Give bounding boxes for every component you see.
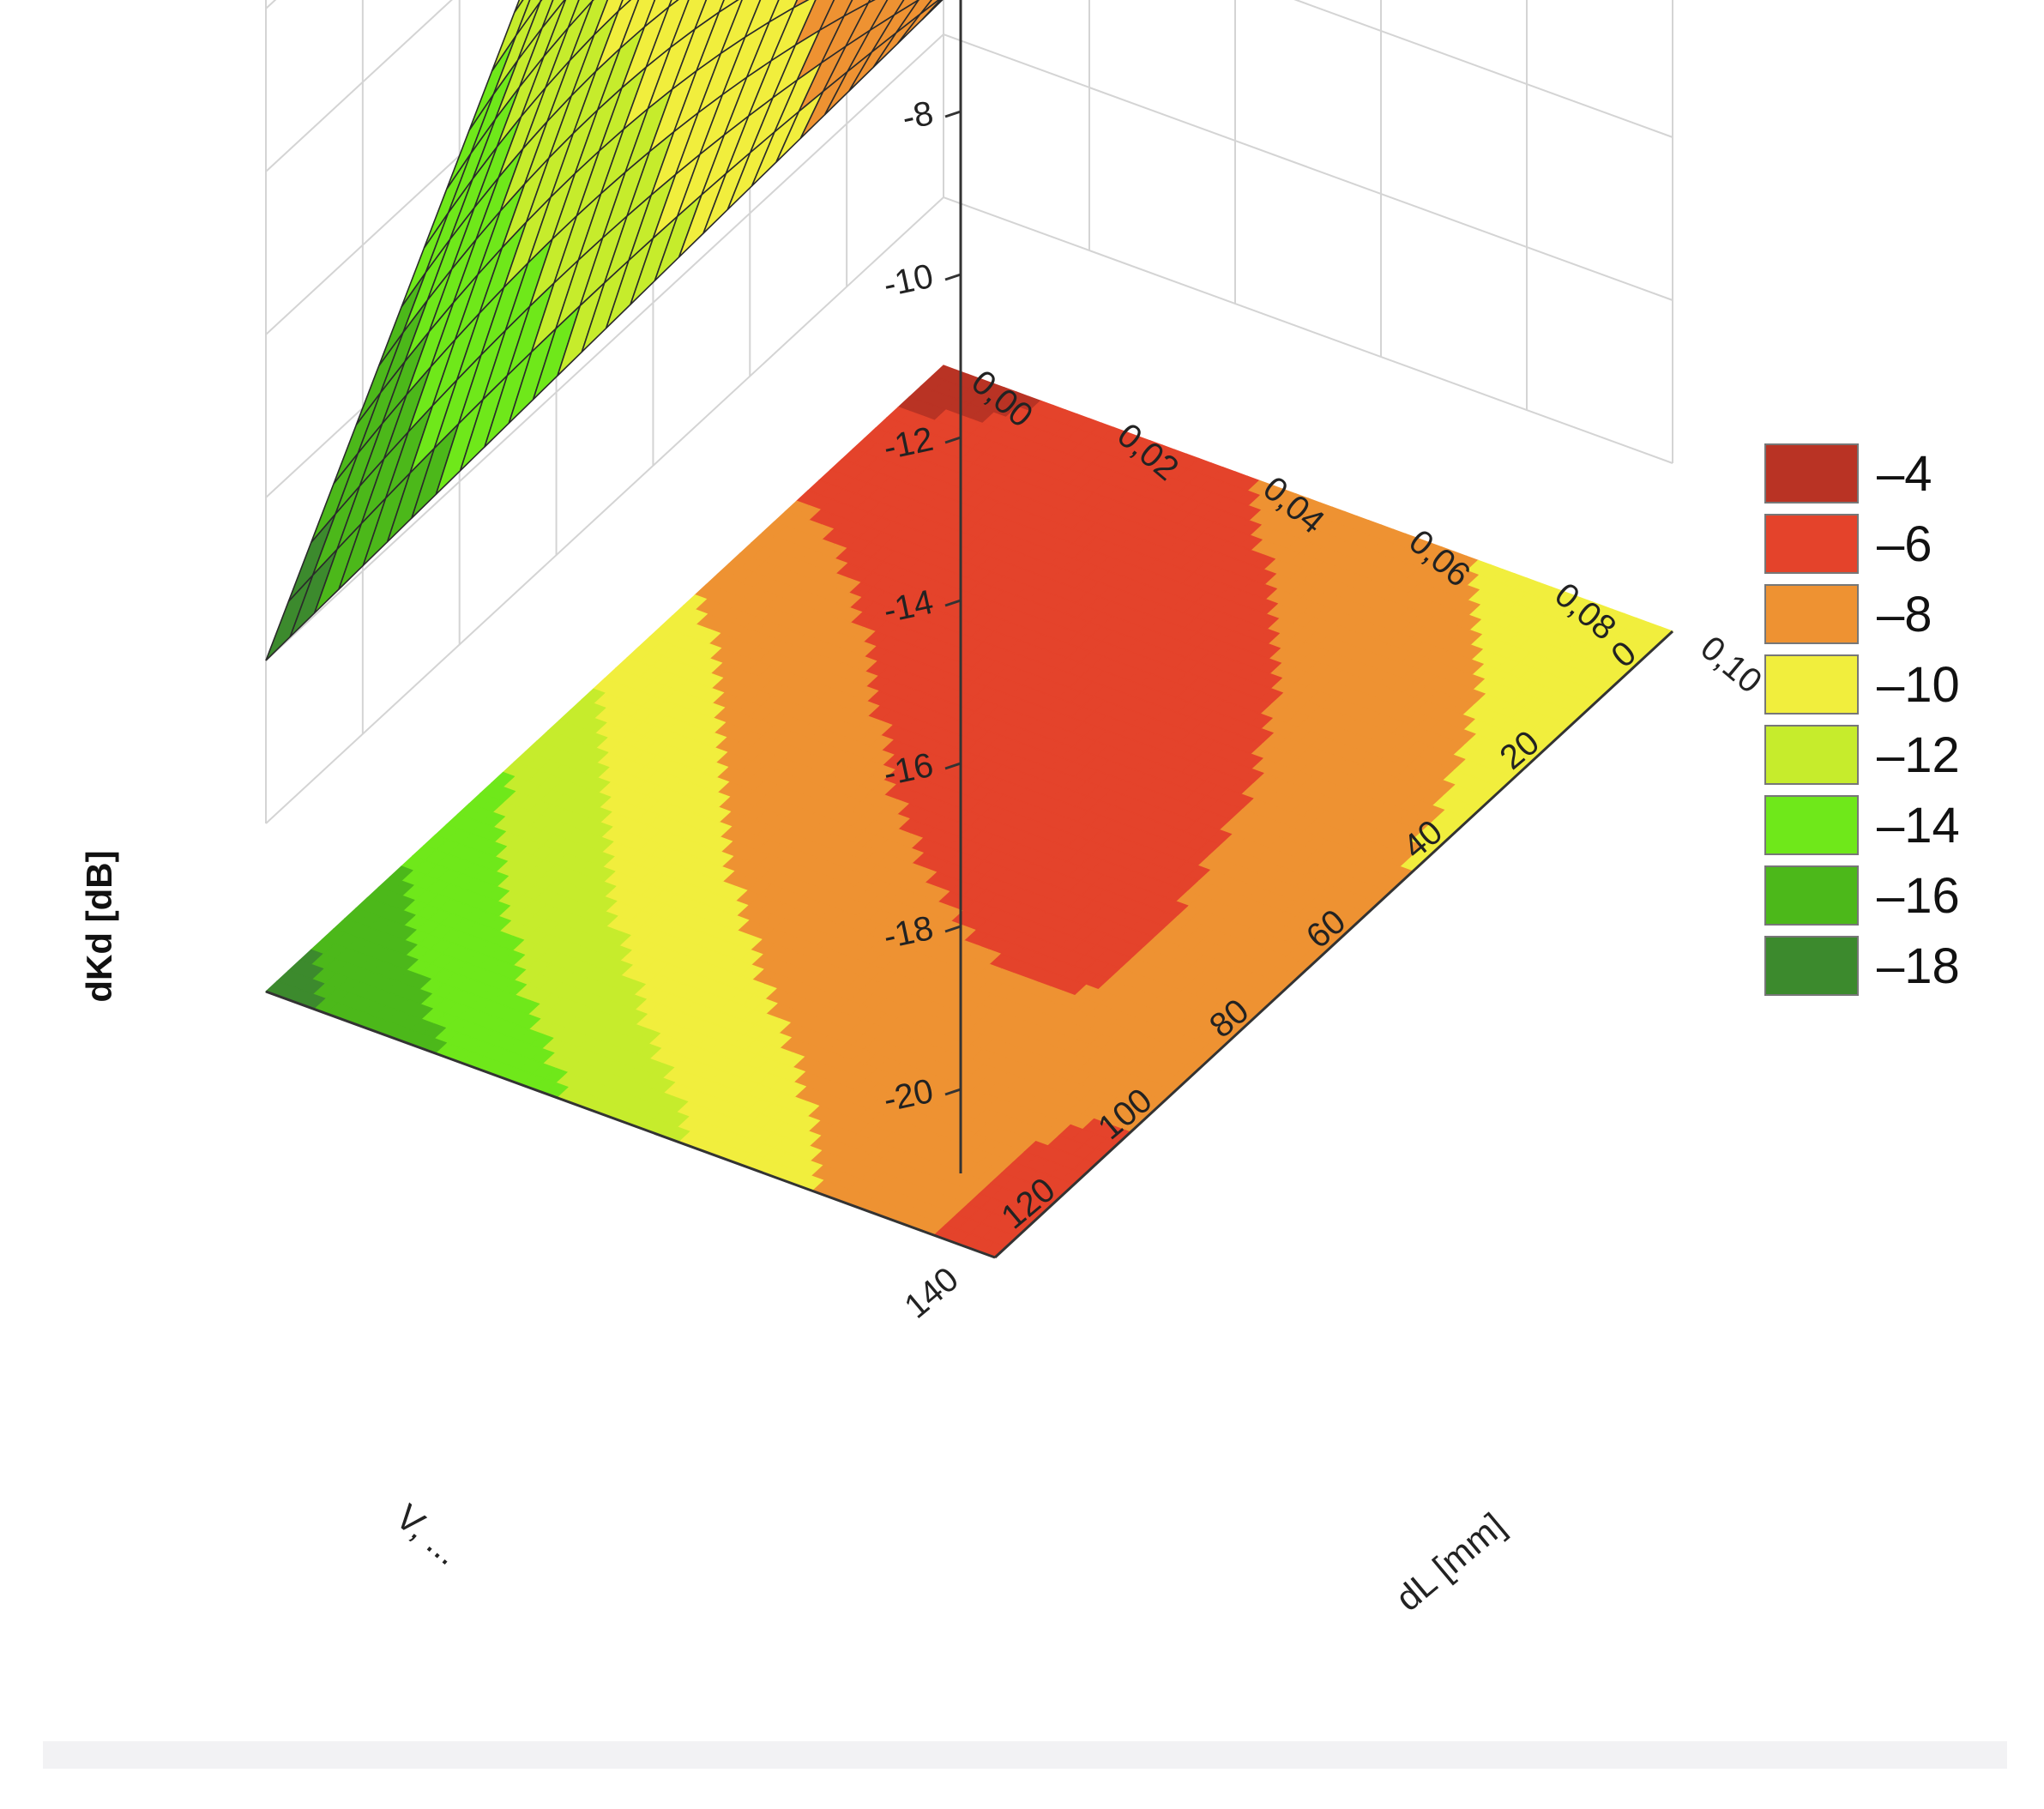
x-axis-title: dL [mm]: [1388, 1505, 1512, 1619]
legend-swatch: [1764, 725, 1859, 785]
bottom-band: [43, 1741, 2007, 1769]
legend-label: –8: [1877, 587, 1932, 642]
z-tick-mark: [944, 273, 962, 281]
legend-swatch: [1764, 443, 1859, 504]
legend-label: –12: [1877, 727, 1960, 783]
z-axis-title: dKd [dB]: [79, 850, 119, 1002]
legend-swatch: [1764, 936, 1859, 996]
contour-floor: [264, 365, 1674, 1258]
legend-label: –16: [1877, 868, 1960, 924]
legend-label: –14: [1877, 798, 1960, 853]
gridline-z: [265, 0, 277, 9]
legend-label: –10: [1877, 657, 1960, 713]
legend-label: –4: [1877, 446, 1932, 502]
legend-label: –18: [1877, 938, 1960, 994]
legend-swatch: [1764, 654, 1859, 715]
legend-swatch: [1764, 865, 1859, 926]
legend-swatch: [1764, 584, 1859, 644]
legend-label: –6: [1877, 516, 1932, 572]
z-tick-mark: [944, 110, 962, 118]
x-tick-label: 0,10: [1693, 629, 1769, 701]
z-tick-label: -8: [899, 94, 937, 137]
legend-swatch: [1764, 795, 1859, 855]
y-tick-label: 140: [897, 1260, 965, 1326]
y-axis-title: V, ...: [389, 1496, 468, 1572]
legend: –4 –6 –8 –10 –12 –14 –16 –18: [1764, 443, 1960, 996]
legend-swatch: [1764, 514, 1859, 574]
z-tick-label: -10: [880, 257, 937, 305]
